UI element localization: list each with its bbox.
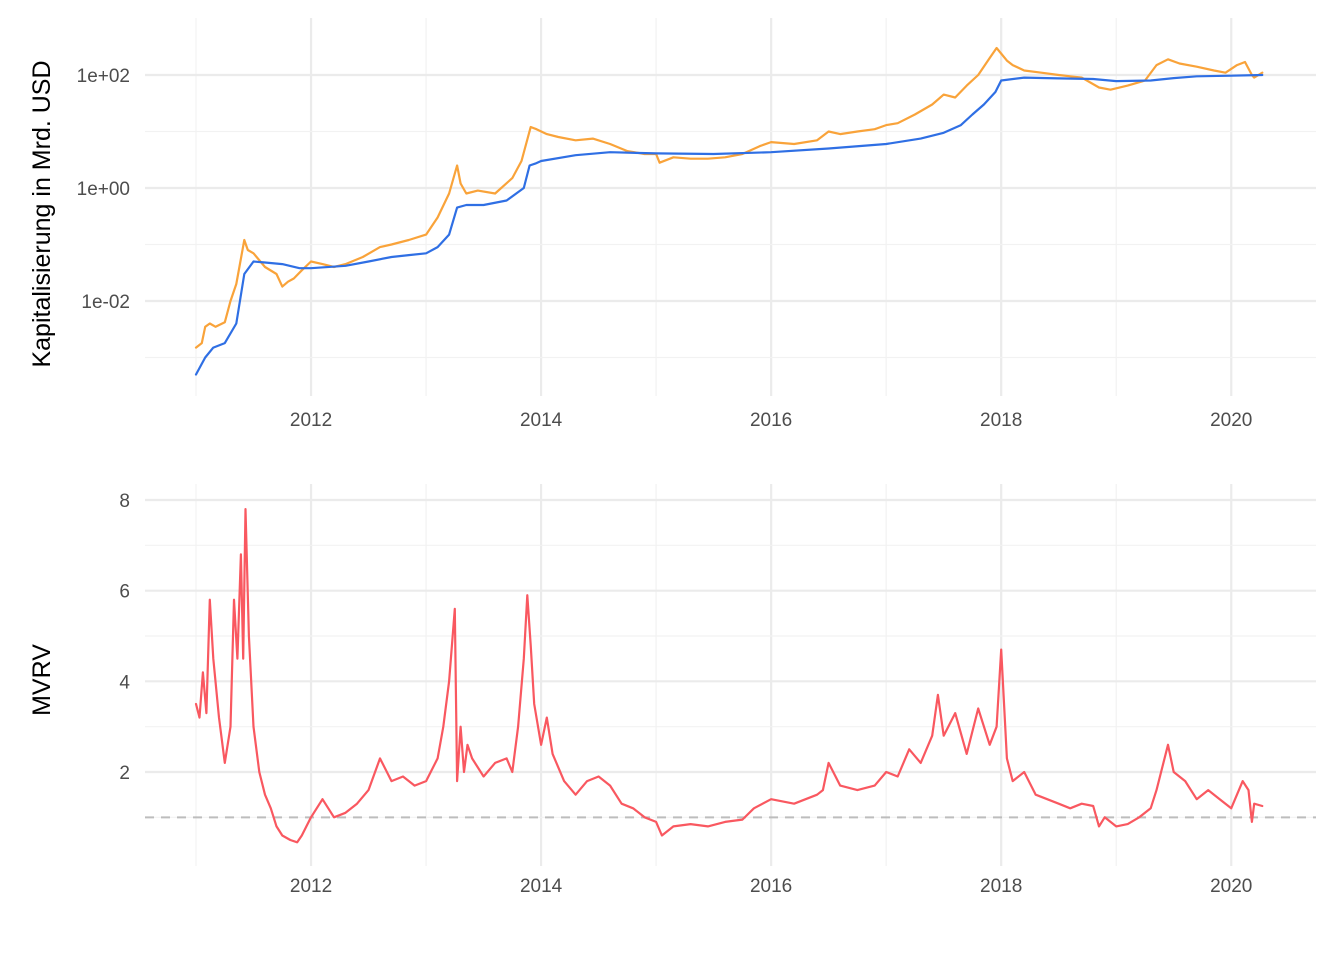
x-tick-label: 2020 bbox=[1210, 876, 1252, 897]
y-tick-label: 6 bbox=[119, 582, 130, 603]
series-line-1 bbox=[194, 73, 1264, 376]
x-tick-label: 2018 bbox=[980, 410, 1022, 431]
x-tick-label: 2020 bbox=[1210, 410, 1252, 431]
y-tick-label: 1e+02 bbox=[77, 66, 130, 87]
mvrv-panel: MVRV 2012 2014 2016 2018 2020 2 4 6 8 bbox=[28, 484, 1316, 897]
y-tick-label: 4 bbox=[119, 672, 130, 693]
y-tick-label: 2 bbox=[119, 763, 130, 784]
gridlines bbox=[145, 484, 1316, 866]
y-axis-title: MVRV bbox=[28, 644, 56, 716]
y-tick-label: 8 bbox=[119, 491, 130, 512]
x-tick-label: 2012 bbox=[290, 876, 332, 897]
y-axis-title: Kapitalisierung in Mrd. USD bbox=[28, 60, 56, 367]
x-tick-label: 2012 bbox=[290, 410, 332, 431]
x-tick-label: 2018 bbox=[980, 876, 1022, 897]
series-line-0 bbox=[194, 508, 1264, 844]
x-tick-label: 2016 bbox=[750, 876, 792, 897]
y-tick-label: 1e-02 bbox=[81, 292, 130, 313]
series-line-0 bbox=[194, 46, 1264, 349]
y-tick-label: 1e+00 bbox=[77, 179, 130, 200]
x-tick-label: 2014 bbox=[520, 876, 563, 897]
capitalization-panel: Kapitalisierung in Mrd. USD 2012 2014 2016… bbox=[28, 18, 1316, 431]
x-tick-label: 2016 bbox=[750, 410, 792, 431]
x-tick-label: 2014 bbox=[520, 410, 563, 431]
